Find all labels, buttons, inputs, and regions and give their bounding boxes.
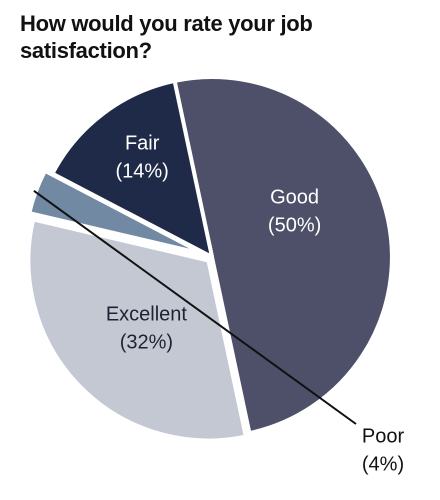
- pie-slice-good: [172, 75, 394, 436]
- chart-title: How would you rate your job satisfaction…: [20, 11, 313, 63]
- slice-label-fair: Fair: [125, 133, 160, 155]
- slice-label-excellent: Excellent: [106, 303, 188, 325]
- slice-label-good: Good: [270, 186, 319, 208]
- slice-value-excellent: (32%): [120, 331, 173, 353]
- slice-label-poor: Poor: [362, 425, 405, 447]
- pie-labels: Good (50%) Excellent (32%) Poor (4%) Fair (14%): [33, 133, 405, 475]
- pie-slice-fair: [50, 78, 214, 259]
- pie-slices: [26, 75, 394, 443]
- slice-value-good: (50%): [268, 214, 321, 236]
- pie-slice-excellent: [26, 217, 248, 443]
- slice-value-poor: (4%): [362, 453, 404, 475]
- slice-value-fair: (14%): [115, 161, 168, 183]
- leader-line-poor: [33, 189, 357, 425]
